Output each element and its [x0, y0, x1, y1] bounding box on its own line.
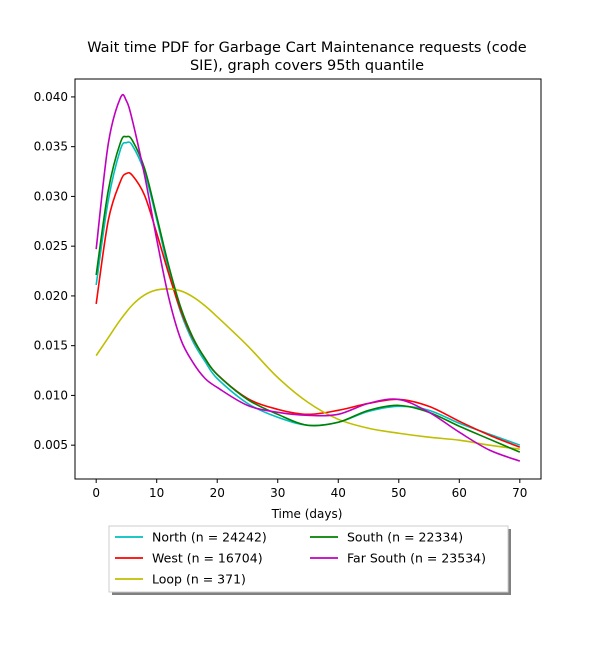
- x-axis-label: Time (days): [271, 507, 343, 521]
- chart-title-line-2: SIE), graph covers 95th quantile: [190, 58, 424, 74]
- y-tick-label: 0.040: [34, 90, 68, 104]
- x-tick-label: 10: [149, 486, 164, 500]
- x-tick-label: 20: [210, 486, 225, 500]
- legend-label-3: South (n = 22334): [347, 530, 463, 545]
- x-tick-label: 70: [512, 486, 527, 500]
- x-axis: 0 10 20 30 40 50 60 70: [92, 479, 527, 500]
- legend-label-2: Loop (n = 371): [152, 572, 246, 587]
- y-axis: 0.005 0.010 0.015 0.020 0.025 0.030 0.035 0.040: [34, 90, 75, 452]
- legend: North (n = 24242) West (n = 16704) Loop (n…: [108, 525, 511, 595]
- x-tick-label: 0: [92, 486, 100, 500]
- y-tick-label: 0.010: [34, 388, 68, 402]
- plot-area-frame: [74, 78, 542, 480]
- series-lines: [95, 93, 521, 462]
- x-tick-label: 30: [270, 486, 285, 500]
- series-line-4: [95, 93, 521, 462]
- x-tick-label: 40: [331, 486, 346, 500]
- series-line-3: [95, 135, 521, 453]
- legend-frame: [108, 525, 509, 593]
- y-tick-label: 0.035: [34, 140, 68, 154]
- y-tick-label: 0.005: [34, 438, 68, 452]
- x-tick-label: 50: [391, 486, 406, 500]
- y-tick-label: 0.020: [34, 289, 68, 303]
- chart-title-line-1: Wait time PDF for Garbage Cart Maintenan…: [87, 40, 527, 56]
- series-line-0: [95, 141, 521, 446]
- x-tick-label: 60: [452, 486, 467, 500]
- series-line-1: [95, 171, 521, 448]
- legend-label-4: Far South (n = 23534): [347, 551, 486, 566]
- legend-label-0: North (n = 24242): [152, 530, 267, 545]
- y-tick-label: 0.025: [34, 239, 68, 253]
- y-tick-label: 0.015: [34, 339, 68, 353]
- y-tick-label: 0.030: [34, 189, 68, 203]
- series-line-2: [95, 288, 520, 450]
- legend-label-1: West (n = 16704): [152, 551, 263, 566]
